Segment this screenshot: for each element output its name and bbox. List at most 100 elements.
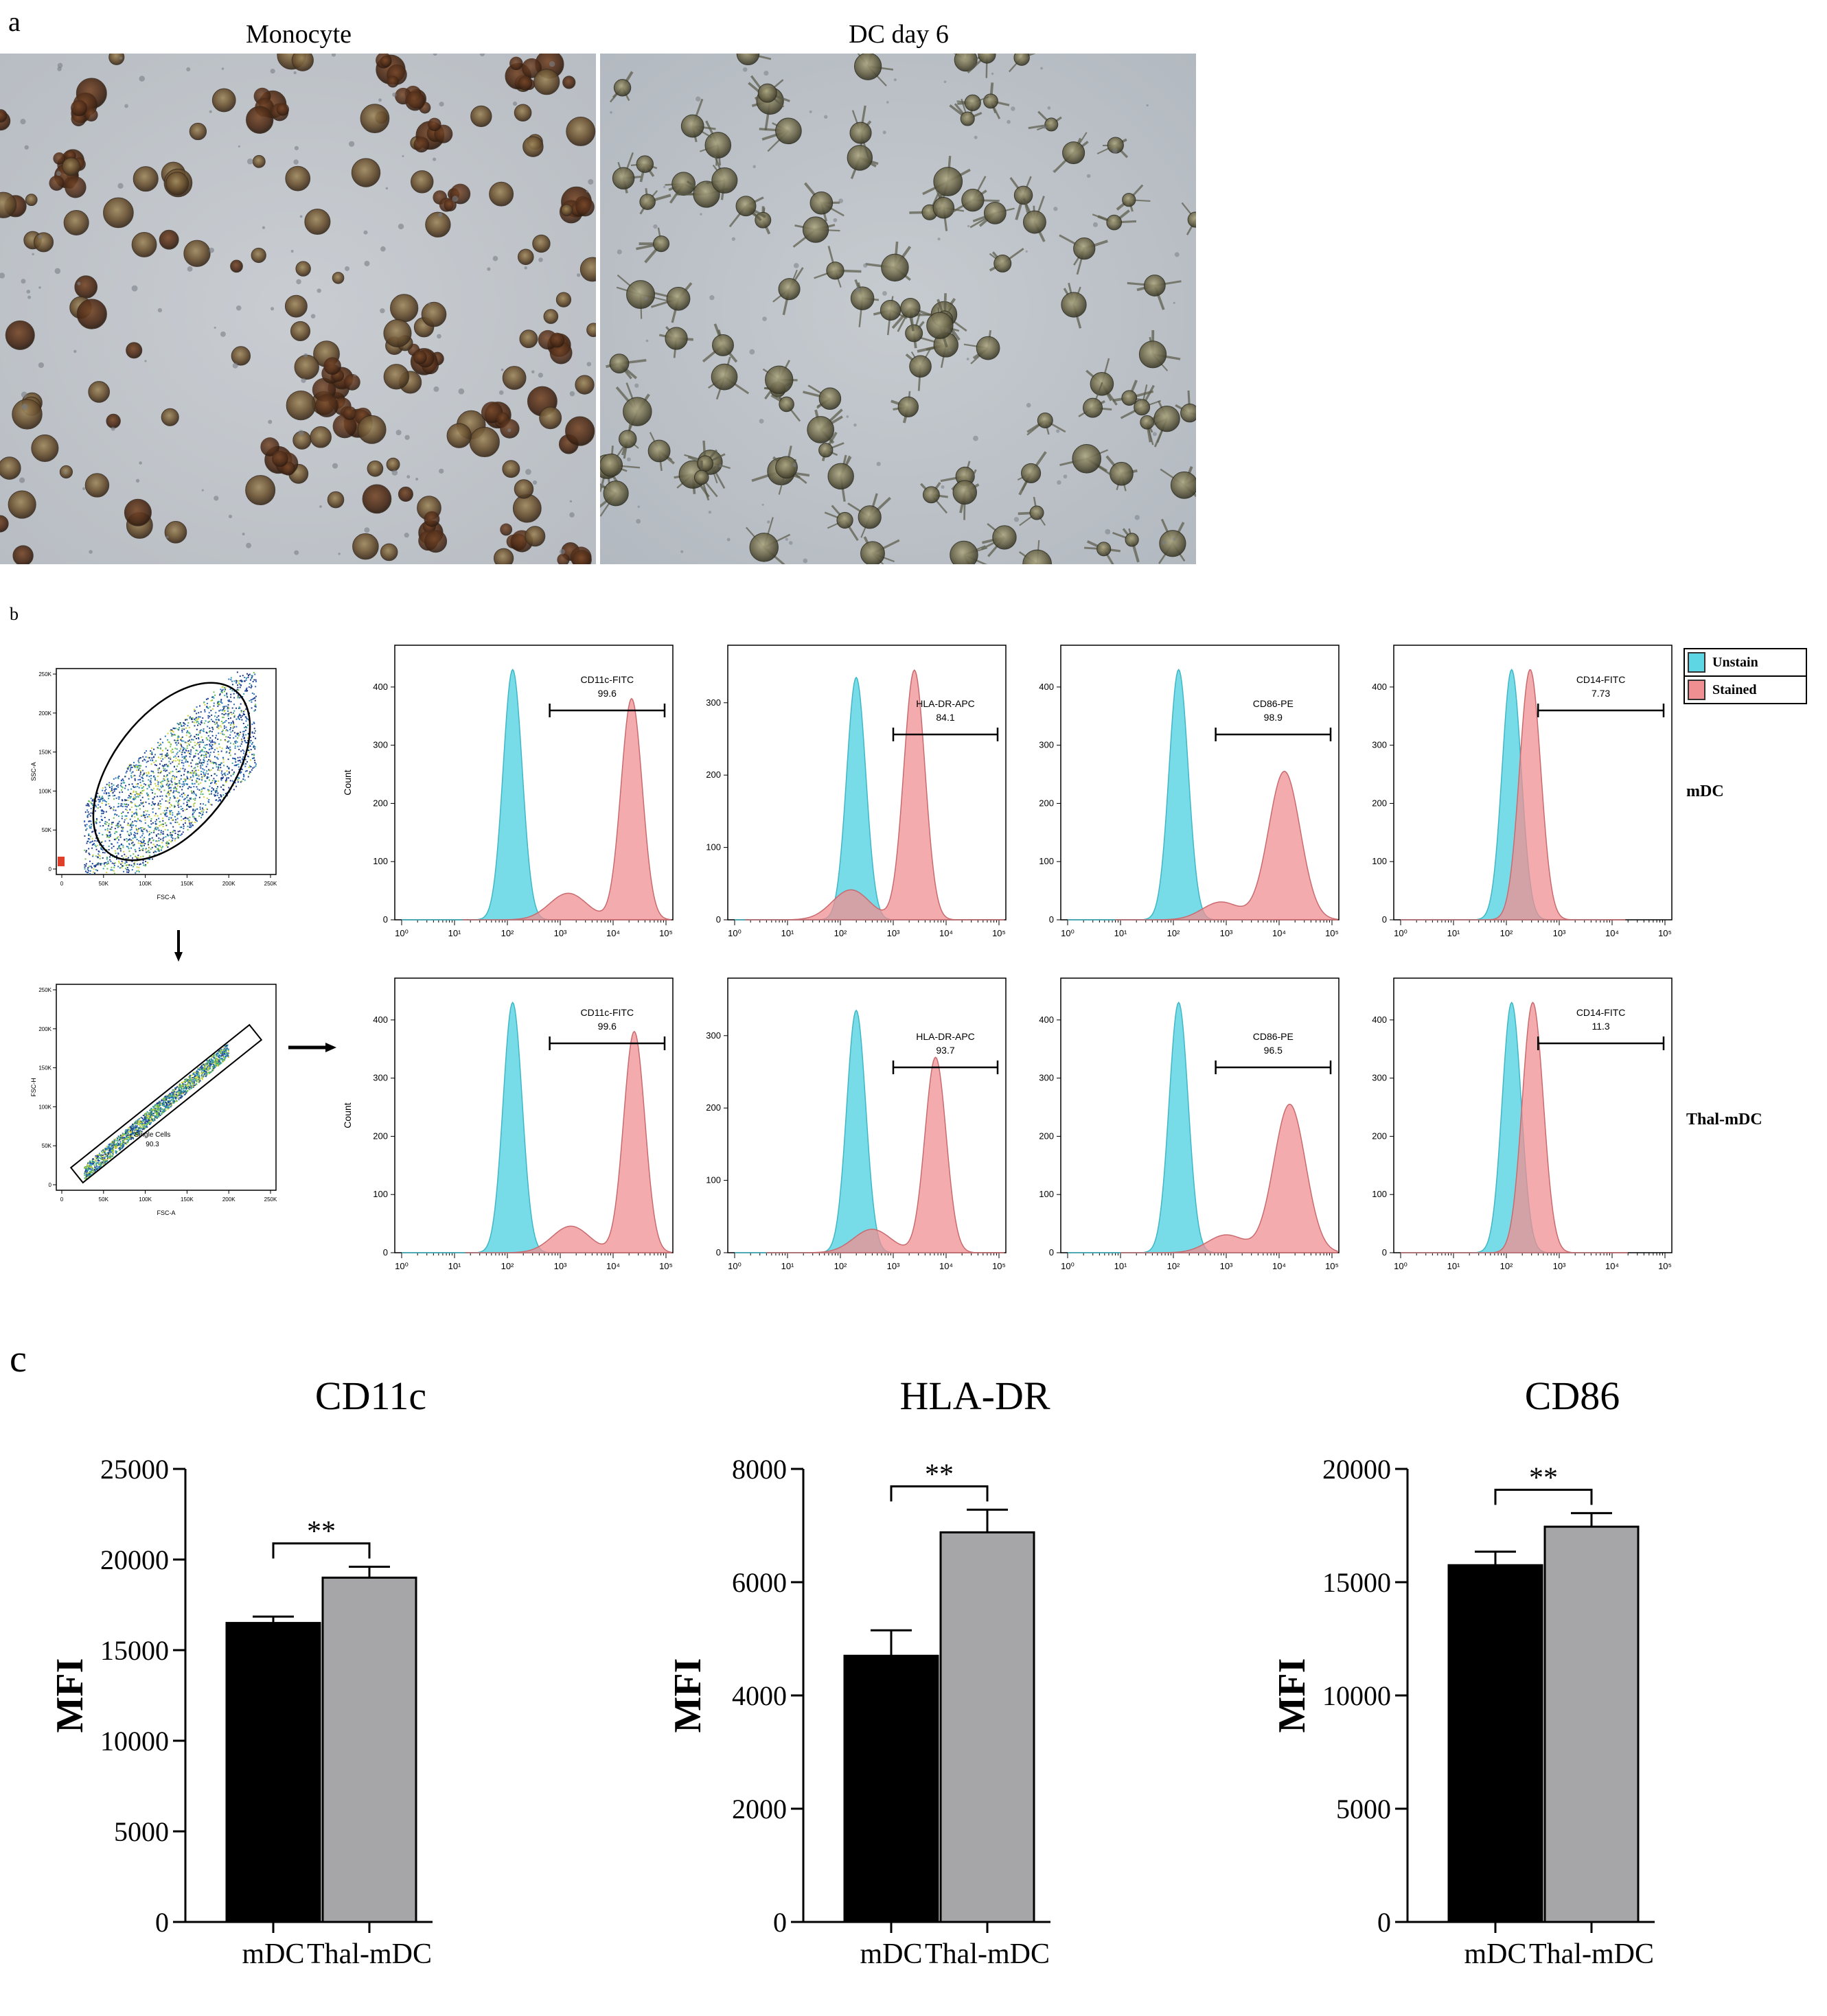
event-dot — [130, 855, 132, 857]
event-dot — [139, 1131, 141, 1133]
event-dot — [207, 773, 209, 775]
event-dot — [173, 756, 175, 758]
event-dot — [222, 1058, 224, 1061]
event-dot — [144, 1122, 146, 1124]
event-dot — [122, 1145, 124, 1147]
event-dot — [249, 765, 251, 767]
event-dot — [160, 1103, 162, 1105]
event-dot — [183, 784, 185, 786]
event-dot — [154, 777, 156, 779]
event-dot — [197, 721, 199, 723]
debris-particle — [293, 71, 297, 75]
event-dot — [113, 865, 115, 867]
event-dot — [229, 749, 231, 751]
event-dot — [193, 1074, 195, 1076]
event-dot — [162, 839, 164, 842]
event-dot — [177, 804, 179, 807]
debris-particle — [882, 130, 886, 135]
event-dot — [200, 1069, 203, 1071]
event-dot — [194, 1078, 196, 1080]
event-dot — [179, 761, 181, 763]
event-dot — [181, 744, 183, 746]
monocyte-cell — [543, 309, 559, 324]
event-dot — [136, 838, 138, 840]
event-dot — [168, 791, 170, 793]
debris-particle — [586, 190, 588, 193]
event-dot — [168, 839, 170, 842]
event-dot — [183, 783, 185, 785]
event-dot — [87, 1168, 89, 1170]
event-dot — [181, 728, 183, 730]
event-dot — [190, 717, 192, 719]
event-dot — [214, 715, 216, 717]
event-dot — [177, 1092, 179, 1094]
event-dot — [182, 831, 184, 833]
event-dot — [254, 746, 256, 748]
event-dot — [111, 1142, 113, 1144]
event-dot — [84, 1171, 87, 1173]
event-dot — [142, 769, 144, 772]
event-dot — [194, 719, 196, 721]
event-dot — [255, 679, 257, 681]
event-dot — [158, 1115, 160, 1117]
event-dot — [104, 1147, 106, 1149]
event-dot — [168, 842, 170, 844]
event-dot — [165, 769, 168, 772]
event-dot — [108, 839, 111, 842]
event-dot — [221, 686, 223, 688]
event-dot — [216, 748, 218, 750]
event-dot — [150, 804, 152, 807]
event-dot — [95, 846, 97, 848]
event-dot — [242, 710, 244, 712]
event-dot — [198, 783, 200, 785]
dendritic-cell — [623, 397, 652, 426]
event-dot — [217, 701, 219, 703]
debris-particle — [792, 463, 797, 467]
event-dot — [122, 865, 124, 867]
event-dot — [184, 1086, 186, 1088]
event-dot — [235, 742, 237, 744]
event-dot — [89, 835, 91, 837]
event-dot — [219, 799, 221, 801]
event-dot — [139, 1120, 141, 1122]
event-dot — [197, 724, 199, 726]
event-dot — [189, 756, 191, 758]
monocyte-cell — [383, 318, 412, 348]
event-dot — [181, 826, 183, 829]
event-dot — [159, 807, 161, 809]
event-dot — [134, 820, 136, 822]
event-dot — [119, 1134, 122, 1136]
event-dot — [208, 779, 210, 781]
event-dot — [242, 712, 244, 715]
event-dot — [195, 795, 197, 797]
event-dot — [113, 872, 115, 874]
event-dot — [174, 1090, 176, 1092]
event-dot — [128, 870, 130, 872]
event-dot — [250, 686, 252, 688]
event-dot — [94, 1157, 96, 1159]
event-dot — [108, 1152, 111, 1155]
event-dot — [246, 690, 249, 692]
event-dot — [130, 775, 133, 777]
event-dot — [95, 821, 97, 823]
event-dot — [143, 805, 145, 807]
event-dot — [199, 730, 201, 732]
event-dot — [190, 797, 192, 799]
event-dot — [125, 868, 127, 870]
event-dot — [171, 784, 173, 786]
event-dot — [251, 723, 253, 726]
debris-particle — [1172, 537, 1176, 541]
event-dot — [174, 833, 176, 835]
event-dot — [192, 1084, 194, 1086]
debris-particle — [364, 260, 370, 266]
event-dot — [181, 730, 183, 732]
event-dot — [168, 817, 170, 819]
event-dot — [205, 752, 207, 754]
event-dot — [233, 758, 235, 760]
event-dot — [237, 696, 239, 698]
event-dot — [94, 844, 96, 846]
event-dot — [130, 806, 133, 808]
debris-particle — [937, 237, 941, 241]
event-dot — [179, 763, 181, 765]
event-dot — [168, 757, 170, 759]
